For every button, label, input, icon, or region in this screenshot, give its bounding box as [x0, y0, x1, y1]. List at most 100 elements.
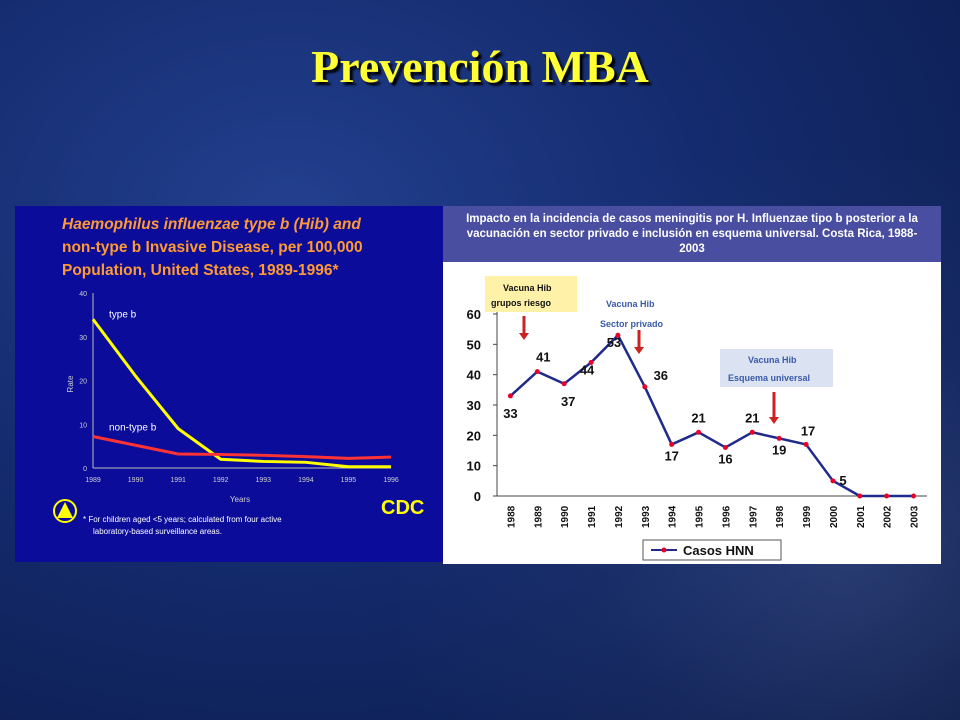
arrow-head-icon — [519, 333, 529, 340]
vaccine-annotations: Vacuna Hib grupos riesgo Vacuna Hib Sector … — [485, 276, 833, 424]
data-label: 5 — [839, 473, 846, 488]
data-point — [884, 493, 890, 499]
annotation-text: Esquema universal — [728, 373, 810, 383]
right-x-tick-label: 1992 — [614, 505, 625, 528]
left-series-line — [91, 318, 391, 469]
right-chart-title-bar: Impacto en la incidencia de casos mening… — [443, 206, 941, 262]
costa-rica-chart-panel: Impacto en la incidencia de casos mening… — [443, 206, 941, 564]
data-point — [722, 444, 728, 450]
data-label: 17 — [664, 448, 678, 463]
right-x-tick-label: 1988 — [506, 505, 517, 528]
annotation-text: grupos riesgo — [491, 298, 552, 308]
right-x-tick-label: 1996 — [721, 505, 732, 528]
left-y-tick-label: 40 — [79, 291, 87, 298]
left-y-tick-label: 10 — [79, 422, 87, 429]
data-point — [534, 369, 540, 375]
slide-title: Prevención MBA — [311, 41, 649, 92]
legend-label: Casos HNN — [683, 543, 754, 558]
right-x-tick-label: 2002 — [883, 505, 894, 528]
arrow-head-icon — [769, 417, 779, 424]
left-footnote-line-1: * For children aged <5 years; calculated… — [83, 515, 282, 524]
right-x-tick-label: 1993 — [641, 505, 652, 528]
data-point — [776, 435, 782, 441]
left-footnote-line-2: laboratory-based surveillance areas. — [93, 527, 222, 536]
costa-rica-chart: 0 10 20 30 40 50 60 1988 1989 1990 1991 1992 1993 199… — [467, 276, 927, 561]
right-x-tick-label: 1994 — [668, 505, 679, 528]
data-point — [588, 360, 594, 366]
left-y-tick-label: 20 — [79, 379, 87, 386]
data-label: 44 — [580, 363, 595, 378]
annotation-text: Sector privado — [600, 319, 664, 329]
data-point — [749, 429, 755, 435]
data-label: 16 — [718, 451, 732, 466]
left-x-tick-label: 1994 — [298, 477, 314, 484]
annotation-text: Vacuna Hib — [606, 299, 655, 309]
cdc-logo: CDC — [381, 497, 424, 519]
left-title-line-1: Haemophilus influenzae type b (Hib) and — [62, 216, 361, 233]
left-title-line-2: non-type b Invasive Disease, per 100,000 — [62, 239, 363, 256]
left-x-tick-label: 1995 — [341, 477, 357, 484]
data-label: 19 — [772, 442, 786, 457]
data-point — [615, 332, 621, 338]
left-y-axis-label: Rate — [66, 375, 75, 392]
right-y-tick-label: 40 — [467, 368, 481, 383]
right-y-tick-label: 0 — [474, 489, 481, 504]
data-point — [561, 381, 567, 387]
data-label: 21 — [745, 410, 759, 425]
right-x-tick-label: 2001 — [856, 505, 867, 528]
data-label: 41 — [536, 350, 550, 365]
hhs-emblem-icon — [53, 499, 77, 523]
left-series-label: type b — [109, 309, 137, 320]
left-x-axis-label: Years — [230, 495, 250, 504]
legend: Casos HNN — [642, 539, 782, 561]
data-point — [696, 429, 702, 435]
data-label: 33 — [503, 406, 517, 421]
right-y-tick-label: 30 — [467, 398, 481, 413]
left-y-tick-label: 30 — [79, 335, 87, 342]
left-x-tick-label: 1993 — [255, 477, 271, 484]
right-x-tick-label: 2003 — [910, 505, 921, 528]
data-point — [642, 384, 648, 390]
right-chart-title: Impacto en la incidencia de casos mening… — [466, 212, 918, 255]
data-label: 37 — [561, 394, 575, 409]
data-label: 53 — [607, 335, 621, 350]
annotation-box-esquema-universal — [720, 349, 833, 387]
left-x-tick-label: 1992 — [213, 477, 229, 484]
right-y-tick-label: 10 — [467, 459, 481, 474]
data-label: 21 — [691, 410, 705, 425]
right-x-tick-label: 1989 — [533, 505, 544, 528]
data-point — [857, 493, 863, 499]
data-point — [911, 493, 917, 499]
right-x-tick-label: 1991 — [587, 505, 598, 528]
data-label: 36 — [654, 368, 668, 383]
casos-hnn-line — [509, 333, 914, 498]
data-point — [669, 441, 675, 447]
right-x-tick-label: 1999 — [802, 505, 813, 528]
right-plot-area: 0 10 20 30 40 50 60 1988 1989 1990 1991 1992 1993 199… — [467, 307, 927, 528]
right-x-tick-label: 1998 — [775, 505, 786, 528]
arrow-head-icon — [634, 347, 644, 354]
left-x-tick-label: 1990 — [128, 477, 144, 484]
right-x-tick-label: 1990 — [560, 505, 571, 528]
left-y-tick-label: 0 — [83, 466, 87, 473]
data-point — [507, 393, 513, 399]
left-title-line-3: Population, United States, 1989-1996* — [62, 262, 339, 279]
left-x-tick-label: 1991 — [170, 477, 186, 484]
annotation-text: Vacuna Hib — [748, 355, 797, 365]
right-y-tick-label: 60 — [467, 307, 481, 322]
left-x-tick-label: 1996 — [383, 477, 399, 484]
data-point — [803, 441, 809, 447]
us-hib-chart: Haemophilus influenzae type b (Hib) and … — [53, 216, 424, 536]
right-x-tick-label: 2000 — [829, 505, 840, 528]
left-series-line — [92, 435, 392, 460]
right-y-tick-label: 50 — [467, 337, 481, 352]
us-hib-chart-panel: Haemophilus influenzae type b (Hib) and … — [15, 206, 443, 562]
left-x-tick-label: 1989 — [85, 477, 101, 484]
left-plot-area: 0 10 20 30 40 1989 1990 1991 1992 1993 1994 1995 199… — [79, 291, 399, 484]
annotation-text: Vacuna Hib — [503, 283, 552, 293]
right-x-tick-label: 1995 — [695, 505, 706, 528]
data-point — [830, 478, 836, 484]
annotation-box-grupos-riesgo — [485, 276, 577, 312]
right-x-tick-label: 1997 — [748, 505, 759, 528]
